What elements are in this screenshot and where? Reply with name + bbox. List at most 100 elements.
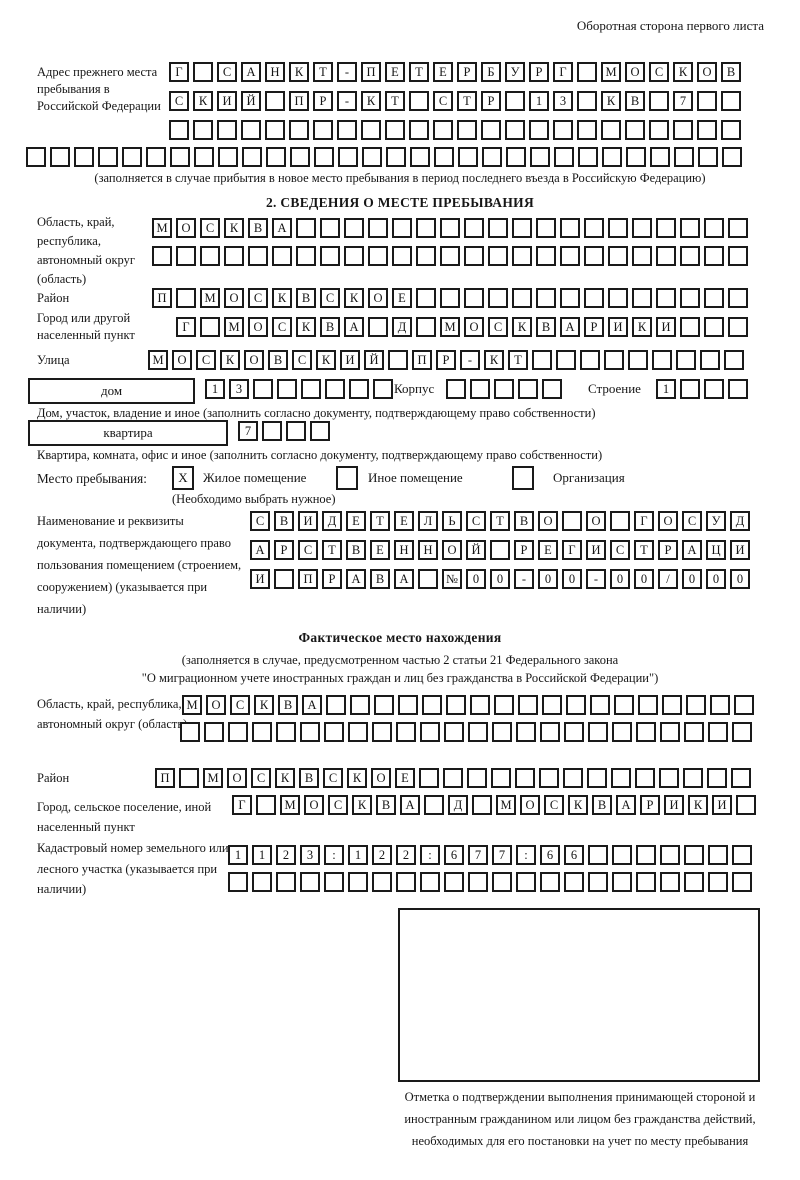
char-cell: В <box>625 91 645 111</box>
char-cell: К <box>272 288 292 308</box>
char-cell: К <box>601 91 621 111</box>
char-cell <box>348 722 368 742</box>
char-cell <box>242 147 262 167</box>
char-cell <box>74 147 94 167</box>
char-cell: Р <box>529 62 549 82</box>
char-cell <box>554 147 574 167</box>
stay-type-option-other: Иное помещение <box>368 470 463 485</box>
char-cell <box>416 288 436 308</box>
char-cell <box>253 379 273 399</box>
char-cell <box>467 768 487 788</box>
char-cell <box>656 288 676 308</box>
char-cell: 3 <box>229 379 249 399</box>
char-cell <box>409 120 429 140</box>
char-cell: С <box>433 91 453 111</box>
char-cell: 1 <box>348 845 368 865</box>
char-cell: С <box>323 768 343 788</box>
char-cell: Т <box>313 62 333 82</box>
char-cell: 6 <box>564 845 584 865</box>
char-cell: А <box>344 317 364 337</box>
actual-location-note-2: "О миграционном учете иностранных гражда… <box>141 671 659 685</box>
char-cell <box>488 246 508 266</box>
char-cell <box>516 722 536 742</box>
char-cell: С <box>250 511 270 531</box>
char-cell: В <box>274 511 294 531</box>
char-cell <box>556 350 576 370</box>
char-cell: Д <box>448 795 468 815</box>
char-cell: 3 <box>300 845 320 865</box>
char-cell <box>732 872 752 892</box>
char-cell <box>724 350 744 370</box>
char-cell <box>732 722 752 742</box>
char-cell: 0 <box>730 569 750 589</box>
char-cell: И <box>664 795 684 815</box>
char-cell <box>660 845 680 865</box>
prev-address-label: Адрес прежнего места пребывания в Россий… <box>37 65 161 113</box>
char-cell: А <box>272 218 292 238</box>
char-cell <box>388 350 408 370</box>
char-cell <box>372 722 392 742</box>
char-cell <box>176 246 196 266</box>
char-cell <box>440 218 460 238</box>
char-cell <box>686 695 706 715</box>
char-cell <box>536 246 556 266</box>
char-cell <box>241 120 261 140</box>
char-cell <box>444 872 464 892</box>
char-cell <box>652 350 672 370</box>
char-cell <box>628 350 648 370</box>
char-cell <box>488 288 508 308</box>
char-cell <box>515 768 535 788</box>
char-cell <box>697 91 717 111</box>
char-cell <box>169 120 189 140</box>
char-cell: О <box>442 540 462 560</box>
char-cell <box>636 872 656 892</box>
street-label: Улица <box>37 353 70 367</box>
char-cell <box>612 722 632 742</box>
char-cell: С <box>320 288 340 308</box>
char-cell <box>684 845 704 865</box>
char-cell: С <box>488 317 508 337</box>
char-cell <box>272 246 292 266</box>
char-cell: - <box>337 91 357 111</box>
char-cell <box>560 218 580 238</box>
char-cell: О <box>464 317 484 337</box>
document-label: Наименование и реквизиты документа, подт… <box>37 514 242 616</box>
char-cell <box>542 695 562 715</box>
char-cell <box>587 768 607 788</box>
char-cell <box>563 768 583 788</box>
prev-address-footnote: (заполняется в случае прибытия в новое м… <box>94 171 706 185</box>
char-cell <box>490 540 510 560</box>
char-cell <box>488 218 508 238</box>
char-cell <box>518 695 538 715</box>
char-cell: Ц <box>706 540 726 560</box>
char-cell: А <box>400 795 420 815</box>
char-cell: А <box>302 695 322 715</box>
char-cell <box>122 147 142 167</box>
char-cell: М <box>224 317 244 337</box>
char-cell <box>505 91 525 111</box>
char-cell: Т <box>634 540 654 560</box>
char-cell: О <box>368 288 388 308</box>
confirmation-stamp-box <box>398 908 760 1082</box>
char-cell <box>373 379 393 399</box>
char-cell: И <box>586 540 606 560</box>
char-cell: 0 <box>490 569 510 589</box>
char-cell: 0 <box>634 569 654 589</box>
char-cell: Г <box>232 795 252 815</box>
char-cell <box>338 147 358 167</box>
char-cell: Г <box>553 62 573 82</box>
char-cell <box>50 147 70 167</box>
char-cell <box>470 379 490 399</box>
char-cell: М <box>200 288 220 308</box>
char-cell <box>536 288 556 308</box>
char-cell <box>659 768 679 788</box>
char-cell: С <box>251 768 271 788</box>
house-footnote: Дом, участок, владение и иное (заполнить… <box>37 406 596 420</box>
char-cell: В <box>296 288 316 308</box>
char-cell: С <box>169 91 189 111</box>
char-cell <box>146 147 166 167</box>
char-cell <box>385 120 405 140</box>
